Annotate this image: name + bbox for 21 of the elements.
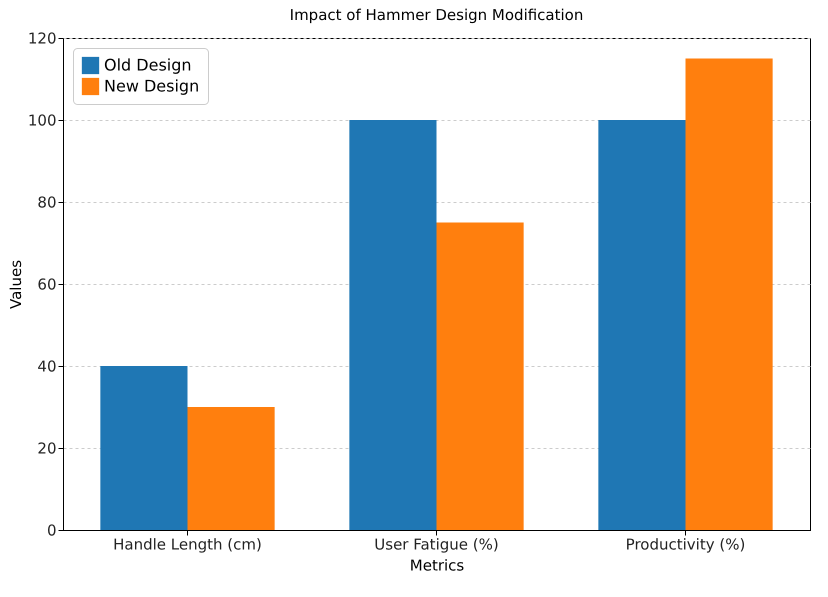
x-tick-label: Handle Length (cm)	[113, 536, 262, 554]
y-tick-label: 60	[37, 276, 56, 294]
y-tick-label: 40	[37, 358, 56, 376]
y-tick-label: 120	[28, 30, 56, 48]
x-tick-label: User Fatigue (%)	[374, 536, 499, 554]
bar	[598, 120, 686, 530]
x-tick-label: Productivity (%)	[626, 536, 746, 554]
x-axis-title: Metrics	[410, 556, 464, 574]
y-tick-label: 100	[28, 112, 56, 130]
bar	[188, 407, 275, 530]
y-tick-label: 0	[46, 522, 56, 540]
y-tick-label: 80	[37, 194, 56, 212]
bar	[100, 366, 188, 530]
legend-label: New Design	[104, 76, 200, 96]
bar	[686, 58, 773, 530]
y-tick-label: 20	[37, 440, 56, 458]
bar	[349, 120, 436, 530]
bar	[436, 222, 524, 530]
legend-label: Old Design	[104, 56, 192, 74]
y-axis-title: Values	[6, 260, 25, 310]
chart-title: Impact of Hammer Design Modification	[290, 6, 584, 24]
